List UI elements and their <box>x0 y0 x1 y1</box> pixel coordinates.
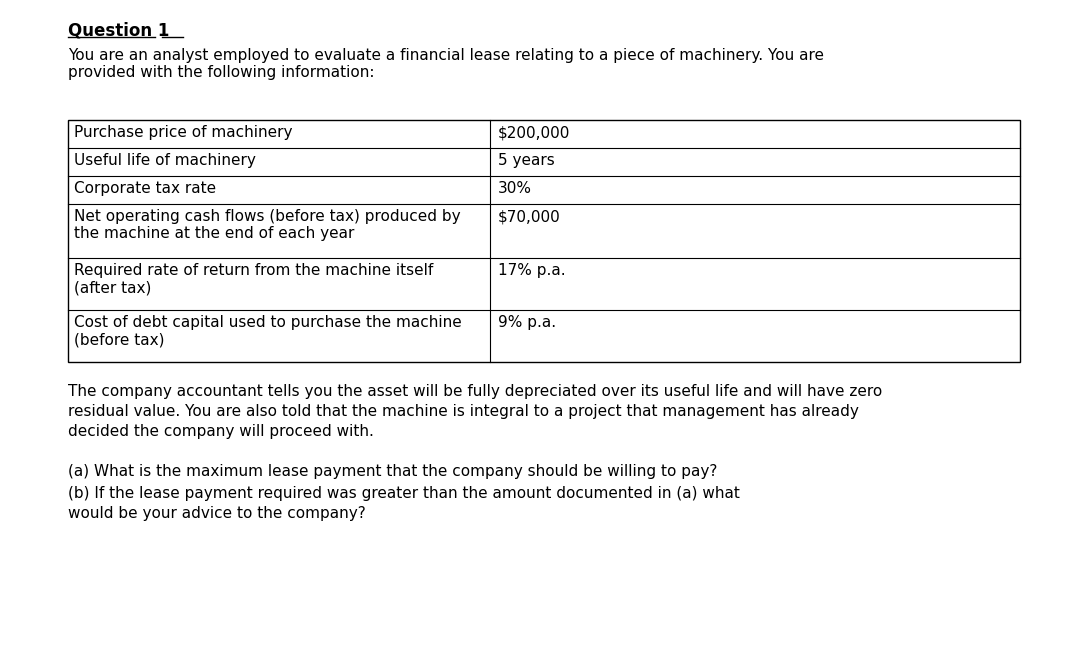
Text: You are an analyst employed to evaluate a financial lease relating to a piece of: You are an analyst employed to evaluate … <box>68 48 824 80</box>
Text: (b) If the lease payment required was greater than the amount documented in (a) : (b) If the lease payment required was gr… <box>68 486 740 521</box>
Text: Purchase price of machinery: Purchase price of machinery <box>75 125 293 140</box>
Text: Corporate tax rate: Corporate tax rate <box>75 181 216 196</box>
Text: Required rate of return from the machine itself
(after tax): Required rate of return from the machine… <box>75 263 433 295</box>
Text: 17% p.a.: 17% p.a. <box>498 263 566 278</box>
Text: The company accountant tells you the asset will be fully depreciated over its us: The company accountant tells you the ass… <box>68 384 882 439</box>
Text: Question 1: Question 1 <box>68 22 170 40</box>
Text: 30%: 30% <box>498 181 532 196</box>
Text: Cost of debt capital used to purchase the machine
(before tax): Cost of debt capital used to purchase th… <box>75 315 462 348</box>
Text: (a) What is the maximum lease payment that the company should be willing to pay?: (a) What is the maximum lease payment th… <box>68 464 717 479</box>
Text: 9% p.a.: 9% p.a. <box>498 315 556 330</box>
Bar <box>68 120 1020 362</box>
Text: Useful life of machinery: Useful life of machinery <box>75 153 256 168</box>
Text: $200,000: $200,000 <box>498 125 570 140</box>
Text: 5 years: 5 years <box>498 153 555 168</box>
Text: $70,000: $70,000 <box>498 209 561 224</box>
Text: Net operating cash flows (before tax) produced by
the machine at the end of each: Net operating cash flows (before tax) pr… <box>75 209 461 242</box>
